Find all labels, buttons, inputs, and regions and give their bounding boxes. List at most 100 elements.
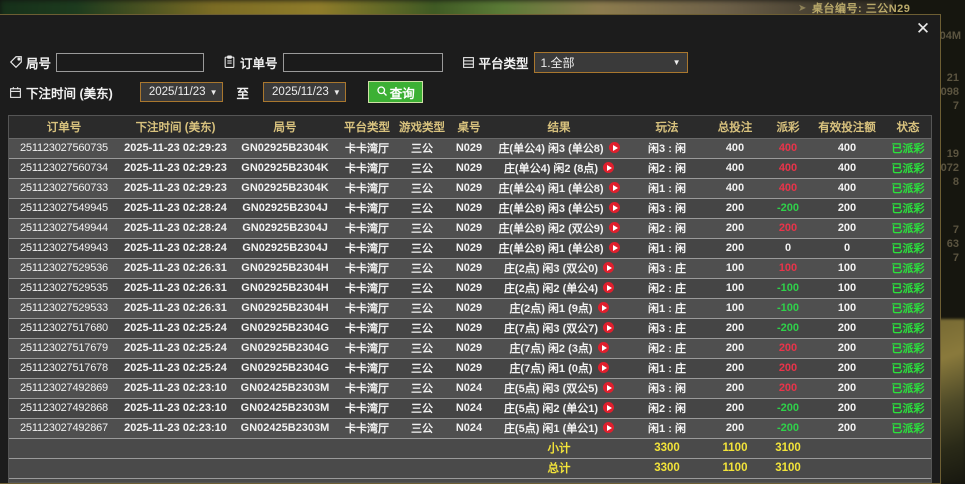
total-bet-cell: 100 bbox=[706, 298, 764, 319]
payout-cell: 400 bbox=[764, 158, 812, 179]
result-text: 庄(单公4) 闲1 (单公8) bbox=[498, 183, 604, 195]
play-video-icon[interactable] bbox=[608, 222, 620, 233]
column-header-payout[interactable]: 派彩 bbox=[764, 116, 812, 139]
table-row[interactable]: 251123027492868 2025-11-23 02:23:10 GN0242… bbox=[9, 398, 931, 419]
order-no-cell: 251123027549944 bbox=[9, 218, 119, 239]
filter-toolbar: 局号 订单号 平台类型 bbox=[0, 43, 940, 115]
result-text: 庄(单公8) 闲3 (单公5) bbox=[498, 203, 604, 215]
payout-cell: 400 bbox=[764, 138, 812, 159]
order-no-cell: 251123027549943 bbox=[9, 238, 119, 259]
table-row[interactable]: 251123027517680 2025-11-23 02:25:24 GN0292… bbox=[9, 318, 931, 339]
table-row[interactable]: 251123027560733 2025-11-23 02:29:23 GN0292… bbox=[9, 178, 931, 199]
valid-bet-cell: 200 bbox=[812, 418, 882, 439]
blank-cell bbox=[9, 478, 931, 482]
bet-time-to-datepicker[interactable]: 2025/11/23 ▼ bbox=[263, 82, 346, 102]
table-row[interactable]: 251123027492869 2025-11-23 02:23:10 GN0242… bbox=[9, 378, 931, 399]
summary-spacer bbox=[812, 458, 882, 479]
table-row[interactable]: 251123027529533 2025-11-23 02:26:31 GN0292… bbox=[9, 298, 931, 319]
bet-time-cell: 2025-11-23 02:26:31 bbox=[119, 278, 232, 299]
game-type-cell: 三公 bbox=[396, 198, 448, 219]
game-type-cell: 三公 bbox=[396, 378, 448, 399]
summary-spacer bbox=[882, 438, 931, 459]
play-video-icon[interactable] bbox=[603, 262, 615, 273]
play-video-icon[interactable] bbox=[608, 242, 620, 253]
summary-spacer bbox=[9, 458, 490, 479]
table-row[interactable]: 251123027492867 2025-11-23 02:23:10 GN0242… bbox=[9, 418, 931, 439]
play-video-icon[interactable] bbox=[608, 202, 620, 213]
valid-bet-cell: 200 bbox=[812, 398, 882, 419]
table-row[interactable]: 251123027549944 2025-11-23 02:28:24 GN0292… bbox=[9, 218, 931, 239]
play-video-icon[interactable] bbox=[603, 322, 615, 333]
table-row[interactable]: 251123027517678 2025-11-23 02:25:24 GN0292… bbox=[9, 358, 931, 379]
table-row[interactable]: 251123027549945 2025-11-23 02:28:24 GN0292… bbox=[9, 198, 931, 219]
desk-no-cell: N029 bbox=[448, 278, 490, 299]
game-type-cell: 三公 bbox=[396, 178, 448, 199]
round-no-cell: GN02925B2304H bbox=[232, 278, 338, 299]
play-video-icon[interactable] bbox=[597, 302, 609, 313]
game-type-cell: 三公 bbox=[396, 318, 448, 339]
chevron-down-icon: ▼ bbox=[332, 87, 341, 97]
table-row[interactable]: 251123027529535 2025-11-23 02:26:31 GN0292… bbox=[9, 278, 931, 299]
play-video-icon[interactable] bbox=[603, 382, 615, 393]
play-video-icon[interactable] bbox=[603, 282, 615, 293]
column-header-order-no[interactable]: 订单号 bbox=[9, 116, 119, 139]
search-button[interactable]: 查询 bbox=[367, 81, 423, 103]
column-header-platform[interactable]: 平台类型 bbox=[338, 116, 396, 139]
summary-spacer bbox=[9, 438, 490, 459]
play-cell: 闲2 : 庄 bbox=[628, 278, 706, 299]
play-video-icon[interactable] bbox=[608, 182, 620, 193]
platform-cell: 卡卡湾厅 bbox=[338, 418, 396, 439]
table-row[interactable]: 251123027517679 2025-11-23 02:25:24 GN0292… bbox=[9, 338, 931, 359]
game-type-cell: 三公 bbox=[396, 298, 448, 319]
desk-no-cell: N029 bbox=[448, 358, 490, 379]
calendar-icon bbox=[8, 85, 23, 100]
column-header-result[interactable]: 结果 bbox=[490, 116, 628, 139]
play-cell: 闲3 : 庄 bbox=[628, 258, 706, 279]
column-header-game-type[interactable]: 游戏类型 bbox=[396, 116, 448, 139]
payout-cell: 100 bbox=[764, 258, 812, 279]
table-row[interactable]: 251123027549943 2025-11-23 02:28:24 GN0292… bbox=[9, 238, 931, 259]
play-video-icon[interactable] bbox=[597, 342, 609, 353]
desk-no-cell: N029 bbox=[448, 298, 490, 319]
round-no-input[interactable] bbox=[56, 52, 205, 72]
order-no-filter: 订单号 bbox=[222, 52, 443, 72]
column-header-play[interactable]: 玩法 bbox=[628, 116, 706, 139]
table-row[interactable]: 251123027529536 2025-11-23 02:26:31 GN0292… bbox=[9, 258, 931, 279]
round-no-cell: GN02925B2304J bbox=[232, 218, 338, 239]
platform-cell: 卡卡湾厅 bbox=[338, 378, 396, 399]
column-header-bet-time[interactable]: 下注时间 (美东) bbox=[119, 116, 232, 139]
filter-row-2: 下注时间 (美东) 2025/11/23 ▼ 至 2025/11/23 ▼ 查询 bbox=[8, 77, 932, 107]
play-video-icon[interactable] bbox=[608, 142, 620, 153]
play-video-icon[interactable] bbox=[603, 422, 615, 433]
column-header-total-bet[interactable]: 总投注 bbox=[706, 116, 764, 139]
close-icon[interactable]: ✕ bbox=[915, 19, 931, 39]
payout-cell: -200 bbox=[764, 398, 812, 419]
valid-bet-cell: 0 bbox=[812, 238, 882, 259]
status-cell: 已派彩 bbox=[882, 198, 931, 219]
column-header-valid-bet[interactable]: 有效投注额 bbox=[812, 116, 882, 139]
play-video-icon[interactable] bbox=[597, 362, 609, 373]
bet-time-from-datepicker[interactable]: 2025/11/23 ▼ bbox=[139, 82, 223, 102]
round-no-cell: GN02925B2304H bbox=[232, 258, 338, 279]
play-cell: 闲2 : 闲 bbox=[628, 218, 706, 239]
column-header-desk-no[interactable]: 桌号 bbox=[448, 116, 490, 139]
summary-row: 总计 3300 1100 3100 bbox=[9, 458, 931, 479]
column-header-status[interactable]: 状态 bbox=[882, 116, 931, 139]
bet-time-cell: 2025-11-23 02:29:23 bbox=[119, 158, 232, 179]
order-no-input[interactable] bbox=[282, 52, 443, 72]
total-bet-cell: 200 bbox=[706, 218, 764, 239]
table-row[interactable]: 251123027560734 2025-11-23 02:29:23 GN0292… bbox=[9, 158, 931, 179]
summary-spacer bbox=[882, 458, 931, 479]
desk-no-cell: N024 bbox=[448, 418, 490, 439]
result-text: 庄(7点) 闲1 (0点) bbox=[509, 363, 593, 375]
result-text: 庄(2点) 闲2 (单公4) bbox=[503, 283, 599, 295]
platform-type-select[interactable]: 1.全部 ▼ bbox=[533, 51, 688, 73]
play-video-icon[interactable] bbox=[603, 162, 615, 173]
search-button-label: 查询 bbox=[389, 86, 415, 101]
platform-cell: 卡卡湾厅 bbox=[338, 218, 396, 239]
table-row[interactable]: 251123027560735 2025-11-23 02:29:23 GN0292… bbox=[9, 138, 931, 159]
column-header-round-no[interactable]: 局号 bbox=[232, 116, 338, 139]
result-text: 庄(2点) 闲3 (双公0) bbox=[503, 263, 599, 275]
bg-right-value: 7 bbox=[952, 252, 959, 264]
play-video-icon[interactable] bbox=[603, 402, 615, 413]
